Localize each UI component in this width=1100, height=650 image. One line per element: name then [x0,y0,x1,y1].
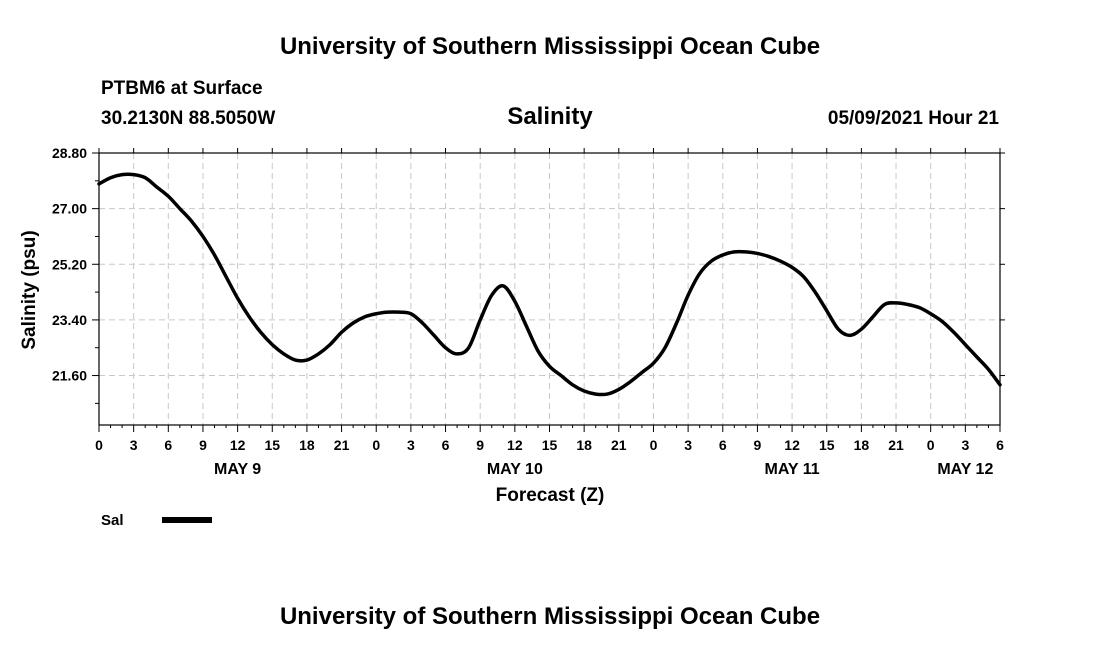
x-tick-label: 0 [650,437,658,453]
x-tick-label: 3 [130,437,138,453]
datetime-label: 05/09/2021 Hour 21 [828,108,1000,129]
y-tick-label: 21.60 [52,368,87,384]
coordinates-label: 30.2130N 88.5050W [101,108,275,129]
grid-lines [99,152,1000,425]
x-tick-label: 0 [372,437,380,453]
x-tick-label: 12 [507,437,523,453]
top-title: University of Southern Mississippi Ocean… [280,33,820,60]
date-label: MAY 10 [487,461,543,478]
date-label: MAY 9 [214,461,261,478]
bottom-title: University of Southern Mississippi Ocean… [280,603,820,630]
y-tick-label: 28.80 [52,145,87,161]
y-tick-label: 23.40 [52,312,87,328]
y-tick-labels: 21.60 23.40 25.20 27.00 28.80 [52,145,87,384]
x-tick-label: 6 [719,437,727,453]
series-line-sal [97,172,1002,397]
x-tick-label: 21 [334,437,350,453]
x-tick-label: 6 [442,437,450,453]
x-tick-label: 3 [684,437,692,453]
x-tick-label: 0 [95,437,103,453]
x-tick-label: 6 [996,437,1004,453]
x-tick-label: 15 [542,437,558,453]
legend-label: Sal [101,512,124,529]
y-axis-label: Salinity (psu) [19,230,40,349]
x-tick-label: 21 [611,437,627,453]
x-tick-label: 3 [407,437,415,453]
x-tick-label: 18 [854,437,870,453]
x-tick-label: 0 [927,437,935,453]
date-labels: MAY 9 MAY 10 MAY 11 MAY 12 [214,461,993,478]
x-tick-label: 12 [784,437,800,453]
x-tick-label: 6 [164,437,172,453]
x-tick-label: 18 [299,437,315,453]
x-tick-label: 9 [754,437,762,453]
x-axis-label: Forecast (Z) [496,485,605,506]
x-tick-labels: 0 3 6 9 12 15 18 21 0 3 6 9 12 15 18 21 0 3 6 9 12 15 18 21 0 3 6 [95,437,1004,453]
x-tick-label: 18 [576,437,592,453]
y-tick-label: 27.00 [52,201,87,217]
x-tick-label: 9 [199,437,207,453]
x-tick-label: 15 [819,437,835,453]
date-label: MAY 11 [764,461,819,478]
chart-title: Salinity [507,103,593,130]
axis-ticks [92,148,1005,432]
x-tick-label: 15 [264,437,280,453]
x-tick-label: 12 [230,437,246,453]
y-tick-label: 25.20 [52,256,87,272]
date-label: MAY 12 [937,461,993,478]
station-label: PTBM6 at Surface [101,78,263,99]
x-tick-label: 9 [476,437,484,453]
x-tick-label: 21 [888,437,904,453]
x-tick-label: 3 [961,437,969,453]
